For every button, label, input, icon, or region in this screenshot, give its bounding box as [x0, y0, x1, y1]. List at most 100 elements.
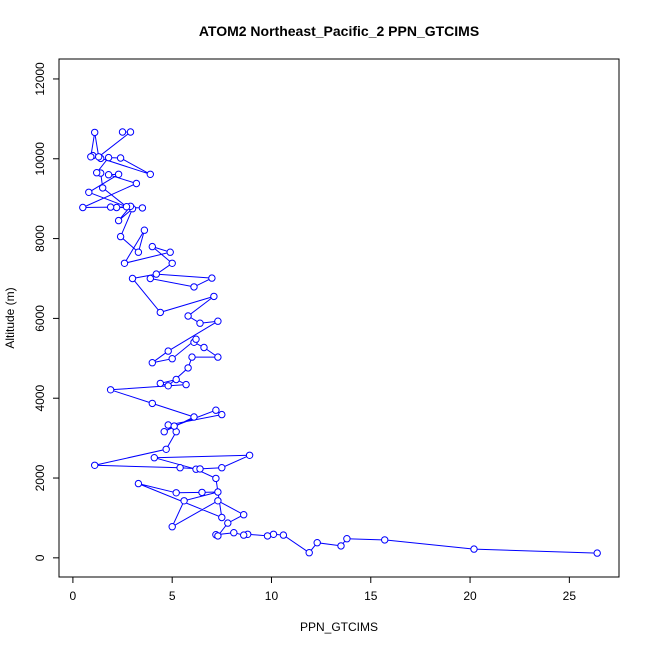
data-point: [85, 188, 93, 197]
data-point: [160, 428, 168, 436]
data-point: [212, 406, 220, 414]
data-point: [148, 399, 157, 408]
data-point: [269, 530, 278, 538]
data-point: [146, 170, 155, 179]
data-point: [190, 283, 198, 291]
data-point: [170, 422, 178, 430]
data-point: [148, 359, 157, 367]
data-point: [168, 259, 176, 267]
data-point: [114, 170, 123, 179]
y-tick-label: 2000: [33, 464, 47, 491]
x-tick-label: 15: [364, 589, 378, 603]
data-point: [104, 171, 113, 179]
data-point: [162, 445, 170, 453]
data-point: [134, 248, 143, 256]
data-point: [208, 274, 216, 282]
data-point: [106, 203, 115, 211]
data-point: [337, 542, 345, 550]
data-point: [224, 519, 232, 527]
data-point: [93, 169, 101, 177]
y-tick-label: 12000: [33, 62, 47, 96]
series-line: [82, 131, 598, 554]
data-point: [164, 382, 172, 390]
y-tick-label: 10000: [33, 142, 47, 176]
data-point: [95, 153, 103, 161]
data-point: [172, 489, 180, 497]
data-point: [230, 529, 238, 537]
y-tick-label: 8000: [33, 225, 47, 252]
y-tick-label: 0: [33, 554, 47, 561]
data-point: [91, 461, 99, 469]
data-point: [313, 539, 321, 547]
data-point: [128, 274, 137, 283]
y-axis: 0 2000 4000 6000 8000 10000 12000: [33, 62, 60, 561]
data-point: [116, 232, 125, 241]
y-axis-label: Altitude (m): [3, 287, 17, 348]
data-point: [126, 128, 135, 136]
data-point: [152, 270, 161, 278]
data-point: [91, 128, 99, 137]
data-point: [140, 226, 149, 234]
data-point: [168, 355, 176, 363]
data-point: [182, 380, 190, 389]
data-point: [279, 531, 288, 539]
data-point: [214, 497, 222, 505]
data-point: [343, 535, 351, 543]
data-point: [210, 292, 218, 301]
x-tick-label: 5: [169, 589, 176, 603]
data-point: [79, 203, 87, 212]
x-tick-label: 25: [563, 589, 577, 603]
data-point: [198, 488, 206, 497]
data-point: [196, 319, 204, 327]
data-point: [188, 353, 196, 361]
data-point: [104, 153, 113, 162]
data-point: [138, 204, 147, 212]
data-point: [218, 464, 226, 472]
data-point: [120, 259, 129, 267]
chart-title: ATOM2 Northeast_Pacific_2 PPN_GTCIMS: [199, 23, 479, 39]
data-point: [305, 549, 313, 557]
data-point: [184, 364, 192, 372]
data-point: [196, 465, 204, 473]
data-point: [381, 536, 389, 544]
data-point: [168, 523, 176, 531]
data-point: [146, 274, 155, 283]
data-point: [150, 454, 159, 462]
data-point: [218, 410, 226, 419]
x-tick-label: 20: [463, 589, 477, 603]
data-point: [164, 347, 172, 355]
data-point: [214, 353, 222, 361]
data-point: [470, 545, 478, 553]
data-point: [192, 335, 200, 343]
x-axis-label: PPN_GTCIMS: [300, 620, 378, 634]
data-point: [172, 375, 180, 384]
data-point: [263, 532, 272, 540]
data-point: [132, 179, 141, 188]
data-point: [148, 242, 157, 251]
data-point: [245, 451, 254, 459]
data-point: [176, 464, 184, 472]
plot-frame: [58, 58, 620, 578]
data-point: [106, 386, 115, 394]
data-point: [116, 154, 125, 162]
data-point: [122, 203, 131, 211]
data-point: [200, 343, 208, 352]
data-point: [156, 379, 165, 388]
data-point: [190, 413, 198, 421]
data-point: [180, 497, 188, 505]
data-point: [218, 513, 226, 522]
data-point: [114, 216, 123, 225]
data-series: [79, 128, 601, 557]
data-point: [99, 184, 107, 192]
data-point: [156, 308, 165, 317]
data-point: [212, 474, 220, 483]
data-point: [240, 531, 248, 539]
data-point: [134, 479, 143, 488]
y-tick-label: 4000: [33, 385, 47, 412]
data-point: [184, 312, 192, 320]
data-point: [112, 203, 121, 212]
data-point: [214, 488, 222, 496]
x-tick-label: 0: [70, 589, 77, 603]
data-point: [87, 153, 95, 161]
